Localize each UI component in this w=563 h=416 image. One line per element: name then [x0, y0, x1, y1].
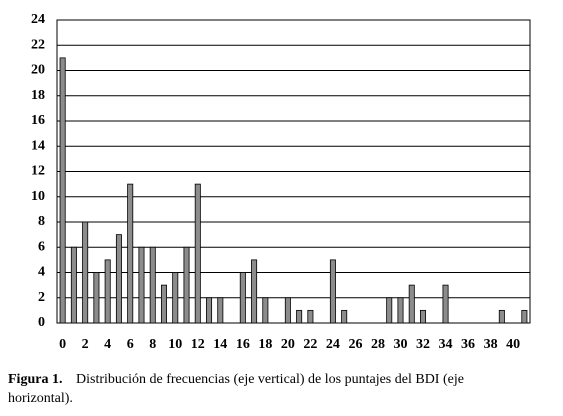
x-tick-label: 16: [236, 337, 250, 352]
bar: [59, 57, 66, 324]
bar: [206, 297, 213, 324]
bar: [262, 297, 269, 324]
bar: [194, 183, 201, 324]
y-tick-label: 20: [31, 63, 45, 78]
x-tick-label: 34: [439, 337, 453, 352]
bar: [104, 259, 111, 324]
x-tick-label: 36: [461, 337, 475, 352]
x-tick-label: 6: [127, 337, 134, 352]
y-tick-label: 2: [38, 290, 45, 305]
bar: [307, 309, 314, 324]
x-tick-label: 20: [281, 337, 295, 352]
y-tick-label: 0: [38, 315, 45, 330]
x-tick-label: 40: [506, 337, 520, 352]
y-tick-label: 4: [38, 265, 45, 280]
bar: [138, 246, 145, 324]
x-tick-label: 8: [149, 337, 156, 352]
bar: [420, 309, 427, 324]
bar: [115, 234, 122, 324]
x-tick-label: 10: [168, 337, 182, 352]
y-tick-label: 8: [38, 214, 45, 229]
y-tick-label: 24: [31, 12, 45, 27]
x-tick-label: 30: [393, 337, 407, 352]
bar: [239, 272, 246, 324]
x-tick-label: 26: [348, 337, 362, 352]
plot-frame: [56, 19, 531, 324]
x-tick-label: 14: [213, 337, 227, 352]
bar: [82, 221, 89, 324]
bar: [498, 309, 505, 324]
x-tick-label: 4: [104, 337, 111, 352]
y-tick-label: 10: [31, 189, 45, 204]
bar: [341, 309, 348, 324]
caption-text-cont: horizontal).: [8, 391, 73, 406]
bar: [408, 284, 415, 324]
x-tick-label: 32: [416, 337, 430, 352]
y-tick-label: 6: [38, 239, 45, 254]
bar: [93, 272, 100, 324]
x-tick-label: 18: [258, 337, 272, 352]
bar: [296, 309, 303, 324]
bar: [172, 272, 179, 324]
x-tick-label: 24: [326, 337, 340, 352]
bar: [127, 183, 134, 324]
bar: [521, 309, 528, 324]
bar: [160, 284, 167, 324]
x-tick-label: 38: [484, 337, 498, 352]
bar: [149, 246, 156, 324]
bar: [397, 297, 404, 324]
bar: [183, 246, 190, 324]
bar: [442, 284, 449, 324]
x-tick-label: 12: [191, 337, 205, 352]
bar: [217, 297, 224, 324]
caption-text: Distribución de frecuencias (eje vertica…: [76, 372, 464, 387]
bar: [386, 297, 393, 324]
y-tick-label: 22: [31, 37, 45, 52]
x-tick-label: 28: [371, 337, 385, 352]
y-tick-label: 18: [31, 88, 45, 103]
bar: [284, 297, 291, 324]
x-tick-label: 22: [303, 337, 317, 352]
bar: [70, 246, 77, 324]
x-tick-label: 0: [59, 337, 66, 352]
bar: [251, 259, 258, 324]
y-tick-label: 14: [31, 138, 45, 153]
x-tick-label: 2: [82, 337, 89, 352]
y-tick-label: 16: [31, 113, 45, 128]
caption-label: Figura 1.: [8, 372, 62, 387]
y-tick-label: 12: [31, 164, 45, 179]
bar: [329, 259, 336, 324]
